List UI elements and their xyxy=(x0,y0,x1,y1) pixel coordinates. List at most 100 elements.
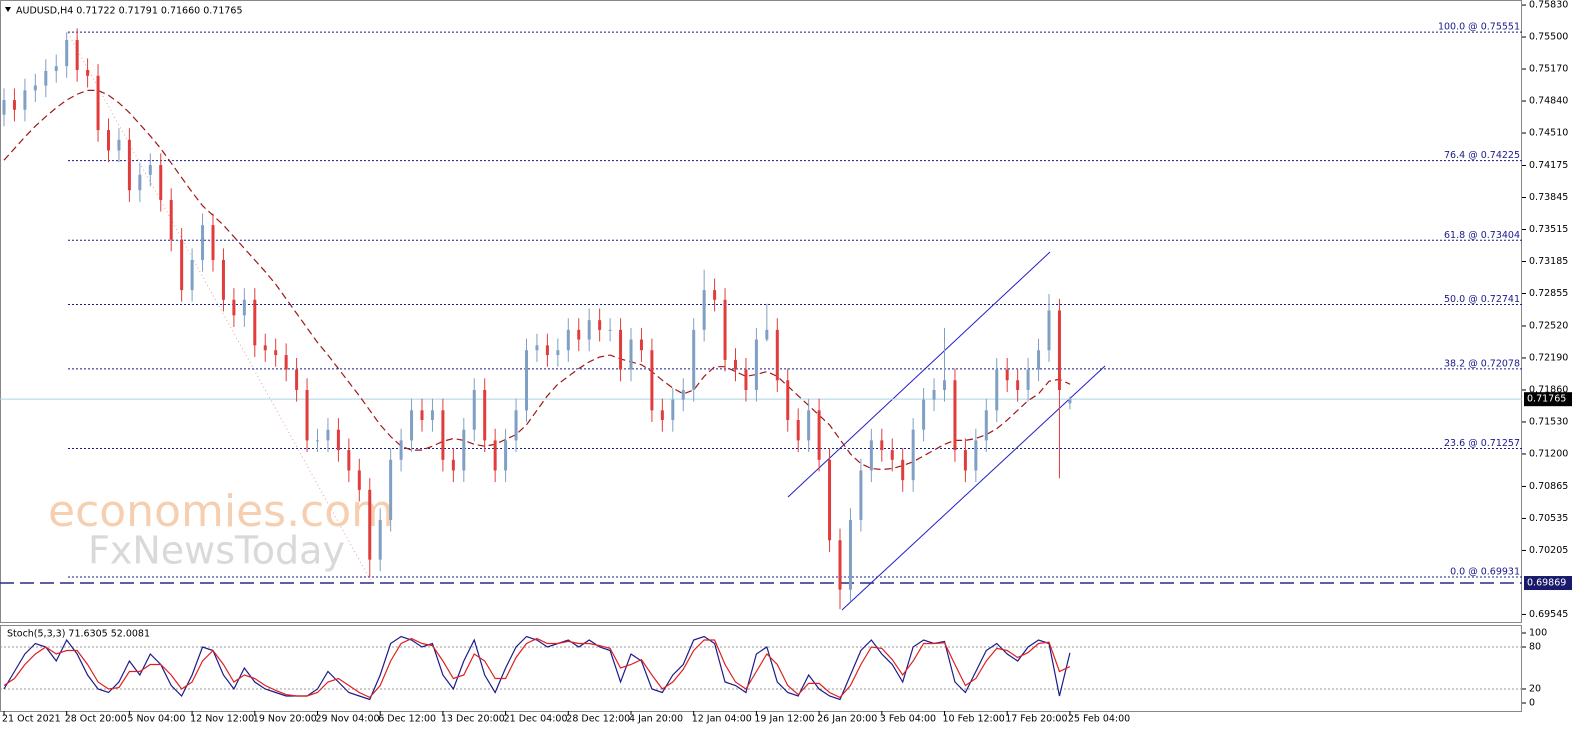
x-tick-label: 12 Nov 12:00 xyxy=(190,714,254,725)
candle-body xyxy=(890,450,894,460)
candle-body xyxy=(828,459,832,541)
candle-body xyxy=(316,440,319,442)
stoch-line xyxy=(3,637,1071,699)
fib-label: 23.6 @ 0.71257 xyxy=(1444,438,1520,449)
watermark: FxNewsToday xyxy=(88,529,345,573)
candle-body xyxy=(504,440,508,471)
candle-body xyxy=(65,39,69,67)
candle-body xyxy=(535,345,539,351)
y-tick-label: 0.72190 xyxy=(1529,352,1568,363)
x-tick-label: 13 Dec 20:00 xyxy=(441,714,505,725)
candle-body xyxy=(765,329,769,340)
fib-label: 50.0 @ 0.72741 xyxy=(1444,294,1520,305)
candle-body xyxy=(817,410,821,460)
candle-body xyxy=(242,299,246,316)
y-tick-label: 0.75500 xyxy=(1529,32,1568,43)
x-tick-label: 29 Nov 04:00 xyxy=(316,714,380,725)
candle-body xyxy=(629,339,633,370)
candle-body xyxy=(598,320,602,330)
candle-body xyxy=(775,329,779,381)
chart-title: AUDUSD,H4 0.71722 0.71791 0.71660 0.7176… xyxy=(16,6,243,17)
candle-body xyxy=(107,130,110,151)
candle-body xyxy=(869,440,873,471)
candle-body xyxy=(1016,380,1020,390)
candle-body xyxy=(692,329,696,390)
candle-body xyxy=(2,100,6,115)
x-tick-label: 21 Oct 2021 xyxy=(2,714,61,725)
candle-body xyxy=(295,369,299,390)
candle-body xyxy=(932,389,936,400)
y-tick-label: 0.74840 xyxy=(1529,96,1568,107)
x-tick-label: 25 Feb 04:00 xyxy=(1068,714,1130,725)
candle-body xyxy=(33,85,37,91)
fib-trendline xyxy=(67,32,373,584)
x-tick-label: 19 Nov 20:00 xyxy=(253,714,317,725)
fib-label: 0.0 @ 0.69931 xyxy=(1450,567,1520,578)
candle-body xyxy=(410,410,414,441)
ind-tick-label: 20 xyxy=(1529,684,1541,695)
candle-body xyxy=(148,165,152,175)
candle-body xyxy=(587,320,591,340)
y-tick-label: 0.71200 xyxy=(1529,448,1568,459)
candle-body xyxy=(23,90,27,110)
candle-body xyxy=(1037,350,1041,370)
y-tick-label: 0.70205 xyxy=(1529,545,1568,556)
indicator-pane xyxy=(0,625,1522,712)
candle-body xyxy=(681,389,685,400)
candle-body xyxy=(608,329,612,331)
candle-body xyxy=(180,239,184,291)
candle-body xyxy=(357,470,361,490)
price-box xyxy=(1524,392,1572,407)
candle-body xyxy=(12,100,16,110)
y-tick-label: 0.70865 xyxy=(1529,481,1568,492)
y-tick-label: 0.70535 xyxy=(1529,513,1568,524)
candle-body xyxy=(848,519,852,590)
candle-body xyxy=(326,429,330,441)
candle-body xyxy=(284,355,288,370)
candle-body xyxy=(922,399,926,430)
y-tick-label: 0.75830 xyxy=(1529,0,1568,11)
x-tick-label: 19 Jan 12:00 xyxy=(754,714,814,725)
stoch-line xyxy=(3,635,1071,701)
candle-body xyxy=(117,139,121,151)
x-tick-label: 3 Feb 04:00 xyxy=(880,714,936,725)
x-tick-label: 26 Jan 20:00 xyxy=(817,714,877,725)
candle-body xyxy=(943,380,946,390)
candle-body xyxy=(127,139,131,191)
candle-body xyxy=(274,350,278,356)
y-tick-label: 0.75170 xyxy=(1529,64,1568,75)
price-pane xyxy=(0,0,1522,623)
candle-body xyxy=(86,70,90,76)
x-tick-label: 4 Jan 20:00 xyxy=(629,714,683,725)
moving-average xyxy=(3,89,1071,471)
x-tick-label: 10 Feb 12:00 xyxy=(943,714,1005,725)
candle-body xyxy=(619,329,623,370)
x-tick-label: 17 Feb 20:00 xyxy=(1005,714,1067,725)
candle-body xyxy=(389,459,393,520)
candle-body xyxy=(201,225,205,261)
candle-body xyxy=(901,459,905,481)
candle-body xyxy=(430,410,434,421)
menu-arrow[interactable] xyxy=(5,7,11,12)
y-tick-label: 0.71860 xyxy=(1529,384,1568,395)
candle-body xyxy=(75,39,79,71)
candle-body xyxy=(96,75,100,131)
fib-label: 76.4 @ 0.74225 xyxy=(1444,150,1520,161)
candle-body xyxy=(451,459,455,471)
candle-body xyxy=(525,350,528,411)
y-tick-label: 0.69545 xyxy=(1529,609,1568,620)
x-tick-label: 21 Dec 04:00 xyxy=(504,714,568,725)
x-tick-label: 5 Nov 04:00 xyxy=(127,714,185,725)
candle-body xyxy=(514,410,518,441)
x-tick-label: 12 Jan 04:00 xyxy=(692,714,752,725)
candle-body xyxy=(441,410,445,460)
candle-body xyxy=(190,260,194,291)
candle-body xyxy=(671,399,675,421)
ind-tick-label: 80 xyxy=(1529,642,1541,653)
candle-body xyxy=(838,540,842,590)
candle-body xyxy=(807,410,811,441)
candle-body xyxy=(545,345,549,356)
y-tick-label: 0.74175 xyxy=(1529,160,1568,171)
candle-body xyxy=(963,450,967,471)
candle-body xyxy=(702,290,706,330)
